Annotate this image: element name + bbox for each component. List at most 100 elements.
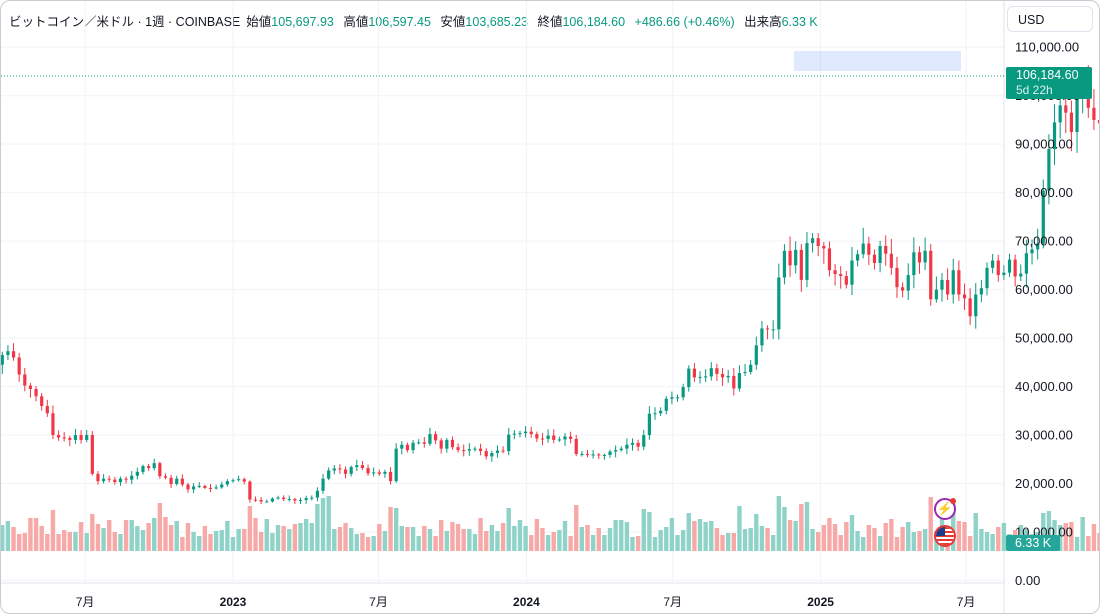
open-value: 105,697.93 [271, 15, 334, 29]
volume-bar [602, 535, 607, 551]
candle-body [692, 368, 697, 378]
candle-body [546, 435, 550, 439]
candle-body [287, 499, 291, 501]
volume-bar [174, 521, 179, 551]
candle-body [130, 475, 134, 480]
volume-bar [1057, 525, 1063, 551]
volume-bar [799, 504, 804, 551]
candle-body [208, 487, 213, 489]
candle-body [642, 435, 646, 447]
candle-body [535, 434, 539, 439]
candle-body [343, 469, 348, 474]
y-tick-label: 60,000.00 [1015, 282, 1073, 297]
volume-bar [393, 508, 399, 551]
volume-label: 出来高 [744, 15, 782, 29]
volume-bar [455, 524, 461, 551]
candle-body [585, 453, 590, 455]
candle-body [614, 450, 618, 452]
y-tick-label: 70,000.00 [1015, 234, 1073, 249]
volume-bar [1046, 511, 1052, 551]
candle-body [293, 499, 297, 501]
lightning-event-icon[interactable]: ⚡ [934, 498, 956, 520]
currency-selector[interactable]: USD [1007, 6, 1093, 32]
volume-bar [844, 522, 849, 551]
candle-body [946, 279, 950, 295]
candle-body [73, 435, 78, 440]
volume-bar [849, 515, 855, 551]
candle-body [338, 468, 342, 470]
candle-body [647, 413, 651, 436]
candle-body [383, 471, 387, 474]
candle-body [366, 468, 370, 474]
candle-body [799, 249, 803, 280]
candle-body [574, 438, 578, 454]
candle-body [433, 434, 438, 441]
candle-body [968, 298, 972, 317]
volume-bar [219, 530, 224, 551]
candle-body [608, 451, 612, 455]
volume-bar [388, 507, 393, 551]
volume-bar [748, 528, 753, 551]
low-label: 安値 [440, 15, 466, 29]
volume-bar [590, 535, 596, 551]
candle-body [394, 448, 398, 482]
volume-bar [635, 536, 641, 551]
volume-bar [585, 525, 590, 551]
candle-body [974, 294, 978, 317]
candle-body [698, 376, 702, 378]
volume-bar [315, 504, 320, 551]
volume-bar [827, 518, 832, 551]
candle-body [146, 466, 151, 469]
candle-body [1, 355, 4, 365]
candle-body [552, 435, 556, 440]
last-price-value: 106,184.60 [1016, 68, 1079, 82]
symbol-title[interactable]: ビットコイン／米ドル · 1週 · COINBASE [9, 15, 241, 29]
volume-bar [478, 518, 483, 551]
volume-bar [382, 531, 388, 551]
volume-bar [292, 524, 298, 551]
volume-bar [73, 532, 78, 551]
candle-body [332, 468, 336, 471]
volume-value: 6.33 K [781, 15, 818, 29]
candle-body [360, 465, 365, 469]
candle-body [1047, 149, 1051, 191]
candle-body [518, 433, 522, 435]
candle-body [771, 329, 775, 331]
volume-bar [107, 520, 112, 551]
candle-body [11, 351, 16, 358]
volume-bar [754, 514, 759, 551]
volume-bar [703, 522, 708, 551]
candle-body [118, 478, 123, 483]
volume-bar [951, 499, 956, 551]
volume-bar [900, 527, 905, 551]
y-tick-label: 40,000.00 [1015, 379, 1073, 394]
volume-bar [236, 529, 241, 551]
volume-bar [557, 530, 562, 551]
candle-body [220, 484, 224, 488]
candle-body [192, 486, 196, 490]
volume-bar [720, 535, 725, 551]
candle-body [439, 440, 443, 449]
candle-body [355, 465, 359, 468]
volume-bar [816, 532, 821, 551]
candle-body [169, 477, 173, 485]
candle-body [765, 328, 770, 330]
candle-body [411, 442, 415, 451]
candle-body [231, 480, 235, 482]
candle-body [1075, 96, 1079, 133]
us-flag-economic-event-icon[interactable] [934, 525, 956, 547]
candle-body [901, 287, 905, 291]
candle-body [732, 375, 736, 389]
ohlc-legend: ビットコイン／米ドル · 1週 · COINBASE 始値105,697.93 高… [9, 11, 818, 30]
volume-bar [303, 519, 309, 551]
x-tick-label: 7月 [369, 595, 388, 609]
candle-body [951, 270, 955, 295]
low-value: 103,685.23 [465, 15, 528, 29]
volume-bar [512, 526, 517, 551]
volume-bar [793, 521, 798, 551]
volume-bar [506, 508, 511, 551]
volume-bar [253, 518, 258, 551]
candle-body [428, 434, 432, 444]
